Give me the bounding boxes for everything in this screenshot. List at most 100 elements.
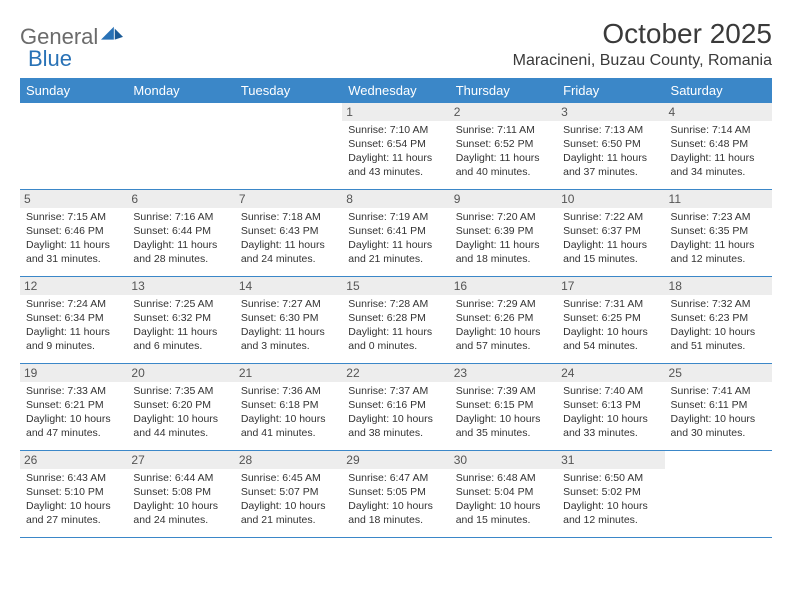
day-number: 12 <box>20 277 127 295</box>
daylight-text: Daylight: 11 hours and 6 minutes. <box>133 326 228 354</box>
day-info: Sunrise: 7:40 AMSunset: 6:13 PMDaylight:… <box>563 385 658 440</box>
sunset-text: Sunset: 6:20 PM <box>133 399 228 413</box>
daylight-text: Daylight: 10 hours and 54 minutes. <box>563 326 658 354</box>
daylight-text: Daylight: 10 hours and 27 minutes. <box>26 500 121 528</box>
daylight-text: Daylight: 11 hours and 15 minutes. <box>563 239 658 267</box>
day-number: 24 <box>557 364 664 382</box>
month-title: October 2025 <box>513 18 772 50</box>
day-cell: 21 Sunrise: 7:36 AMSunset: 6:18 PMDayligh… <box>235 364 342 450</box>
day-info: Sunrise: 7:25 AMSunset: 6:32 PMDaylight:… <box>133 298 228 353</box>
sunrise-text: Sunrise: 7:15 AM <box>26 211 121 225</box>
day-info: Sunrise: 7:41 AMSunset: 6:11 PMDaylight:… <box>671 385 766 440</box>
day-info: Sunrise: 6:44 AMSunset: 5:08 PMDaylight:… <box>133 472 228 527</box>
week-row: ...1Sunrise: 7:10 AMSunset: 6:54 PMDayli… <box>20 103 772 190</box>
sunset-text: Sunset: 6:35 PM <box>671 225 766 239</box>
sunset-text: Sunset: 6:26 PM <box>456 312 551 326</box>
daylight-text: Daylight: 10 hours and 21 minutes. <box>241 500 336 528</box>
sunrise-text: Sunrise: 7:28 AM <box>348 298 443 312</box>
weekday-header-row: Sunday Monday Tuesday Wednesday Thursday… <box>20 78 772 103</box>
daylight-text: Daylight: 11 hours and 24 minutes. <box>241 239 336 267</box>
daylight-text: Daylight: 11 hours and 34 minutes. <box>671 152 766 180</box>
calendar: Sunday Monday Tuesday Wednesday Thursday… <box>20 78 772 538</box>
day-number: 28 <box>235 451 342 469</box>
sunrise-text: Sunrise: 7:24 AM <box>26 298 121 312</box>
sunset-text: Sunset: 6:23 PM <box>671 312 766 326</box>
sunset-text: Sunset: 5:02 PM <box>563 486 658 500</box>
sunset-text: Sunset: 6:50 PM <box>563 138 658 152</box>
sunrise-text: Sunrise: 7:20 AM <box>456 211 551 225</box>
sunrise-text: Sunrise: 7:29 AM <box>456 298 551 312</box>
daylight-text: Daylight: 11 hours and 18 minutes. <box>456 239 551 267</box>
sunrise-text: Sunrise: 7:14 AM <box>671 124 766 138</box>
daylight-text: Daylight: 10 hours and 57 minutes. <box>456 326 551 354</box>
day-info: Sunrise: 7:33 AMSunset: 6:21 PMDaylight:… <box>26 385 121 440</box>
sunrise-text: Sunrise: 7:36 AM <box>241 385 336 399</box>
logo-flag-icon <box>101 26 123 44</box>
day-number: 26 <box>20 451 127 469</box>
day-number: 11 <box>665 190 772 208</box>
day-cell: 31Sunrise: 6:50 AMSunset: 5:02 PMDayligh… <box>557 451 664 537</box>
sunrise-text: Sunrise: 7:23 AM <box>671 211 766 225</box>
day-info: Sunrise: 7:20 AMSunset: 6:39 PMDaylight:… <box>456 211 551 266</box>
day-cell: . <box>665 451 772 537</box>
sunrise-text: Sunrise: 7:25 AM <box>133 298 228 312</box>
day-number: 21 <box>235 364 342 382</box>
sunset-text: Sunset: 6:13 PM <box>563 399 658 413</box>
sunrise-text: Sunrise: 7:13 AM <box>563 124 658 138</box>
sunset-text: Sunset: 6:46 PM <box>26 225 121 239</box>
day-number: 16 <box>450 277 557 295</box>
day-number: 13 <box>127 277 234 295</box>
sunrise-text: Sunrise: 7:35 AM <box>133 385 228 399</box>
daylight-text: Daylight: 11 hours and 9 minutes. <box>26 326 121 354</box>
sunset-text: Sunset: 6:25 PM <box>563 312 658 326</box>
day-info: Sunrise: 7:18 AMSunset: 6:43 PMDaylight:… <box>241 211 336 266</box>
sunrise-text: Sunrise: 7:11 AM <box>456 124 551 138</box>
sunrise-text: Sunrise: 7:19 AM <box>348 211 443 225</box>
day-info: Sunrise: 6:47 AMSunset: 5:05 PMDaylight:… <box>348 472 443 527</box>
day-cell: 29Sunrise: 6:47 AMSunset: 5:05 PMDayligh… <box>342 451 449 537</box>
sunset-text: Sunset: 6:39 PM <box>456 225 551 239</box>
day-cell: 19 Sunrise: 7:33 AMSunset: 6:21 PMDayligh… <box>20 364 127 450</box>
sunset-text: Sunset: 5:08 PM <box>133 486 228 500</box>
sunset-text: Sunset: 6:16 PM <box>348 399 443 413</box>
day-info: Sunrise: 7:36 AMSunset: 6:18 PMDaylight:… <box>241 385 336 440</box>
day-info: Sunrise: 7:11 AMSunset: 6:52 PMDaylight:… <box>456 124 551 179</box>
sunset-text: Sunset: 6:48 PM <box>671 138 766 152</box>
sunrise-text: Sunrise: 6:45 AM <box>241 472 336 486</box>
sunrise-text: Sunrise: 6:43 AM <box>26 472 121 486</box>
day-number: 4 <box>665 103 772 121</box>
day-info: Sunrise: 7:23 AMSunset: 6:35 PMDaylight:… <box>671 211 766 266</box>
daylight-text: Daylight: 10 hours and 38 minutes. <box>348 413 443 441</box>
day-cell: . <box>235 103 342 189</box>
sunset-text: Sunset: 6:41 PM <box>348 225 443 239</box>
day-info: Sunrise: 7:28 AMSunset: 6:28 PMDaylight:… <box>348 298 443 353</box>
sunset-text: Sunset: 6:44 PM <box>133 225 228 239</box>
day-cell: 30Sunrise: 6:48 AMSunset: 5:04 PMDayligh… <box>450 451 557 537</box>
sunrise-text: Sunrise: 7:39 AM <box>456 385 551 399</box>
day-info: Sunrise: 7:37 AMSunset: 6:16 PMDaylight:… <box>348 385 443 440</box>
daylight-text: Daylight: 10 hours and 33 minutes. <box>563 413 658 441</box>
daylight-text: Daylight: 10 hours and 44 minutes. <box>133 413 228 441</box>
day-cell: 3Sunrise: 7:13 AMSunset: 6:50 PMDaylight… <box>557 103 664 189</box>
sunrise-text: Sunrise: 7:22 AM <box>563 211 658 225</box>
day-cell: 17Sunrise: 7:31 AMSunset: 6:25 PMDayligh… <box>557 277 664 363</box>
day-cell: 15Sunrise: 7:28 AMSunset: 6:28 PMDayligh… <box>342 277 449 363</box>
day-cell: 23Sunrise: 7:39 AMSunset: 6:15 PMDayligh… <box>450 364 557 450</box>
sunrise-text: Sunrise: 6:50 AM <box>563 472 658 486</box>
daylight-text: Daylight: 11 hours and 3 minutes. <box>241 326 336 354</box>
day-info: Sunrise: 7:31 AMSunset: 6:25 PMDaylight:… <box>563 298 658 353</box>
day-number: 19 <box>20 364 127 382</box>
header: General October 2025 Maracineni, Buzau C… <box>20 18 772 70</box>
weekday-header: Wednesday <box>342 78 449 103</box>
day-cell: 2Sunrise: 7:11 AMSunset: 6:52 PMDaylight… <box>450 103 557 189</box>
week-row: 12Sunrise: 7:24 AMSunset: 6:34 PMDayligh… <box>20 277 772 364</box>
day-cell: 6Sunrise: 7:16 AMSunset: 6:44 PMDaylight… <box>127 190 234 276</box>
sunrise-text: Sunrise: 7:16 AM <box>133 211 228 225</box>
day-cell: 14Sunrise: 7:27 AMSunset: 6:30 PMDayligh… <box>235 277 342 363</box>
sunset-text: Sunset: 6:15 PM <box>456 399 551 413</box>
sunset-text: Sunset: 6:18 PM <box>241 399 336 413</box>
day-cell: 7Sunrise: 7:18 AMSunset: 6:43 PMDaylight… <box>235 190 342 276</box>
sunrise-text: Sunrise: 7:27 AM <box>241 298 336 312</box>
weekday-header: Friday <box>557 78 664 103</box>
week-row: 5Sunrise: 7:15 AMSunset: 6:46 PMDaylight… <box>20 190 772 277</box>
